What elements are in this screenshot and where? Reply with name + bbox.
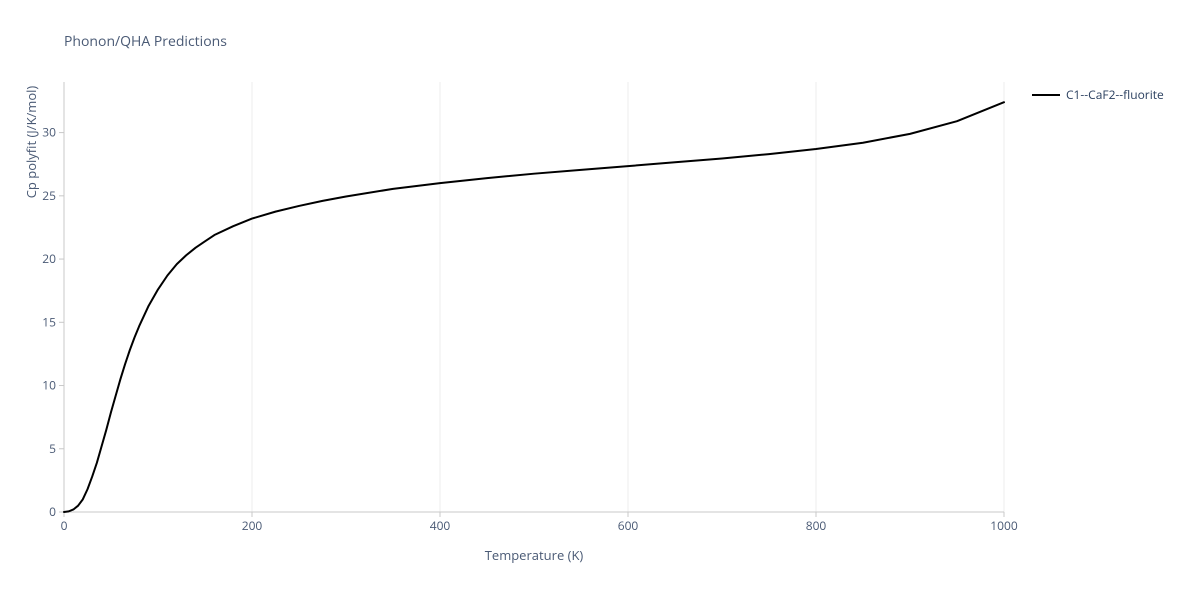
y-tick-label: 20 xyxy=(42,250,56,267)
y-tick-label: 10 xyxy=(42,377,56,394)
x-tick-label: 1000 xyxy=(990,517,1018,534)
x-tick-label: 0 xyxy=(61,517,68,534)
y-tick-label: 25 xyxy=(42,187,56,204)
y-tick-label: 5 xyxy=(49,440,56,457)
x-tick-label: 800 xyxy=(806,517,827,534)
series-line[interactable] xyxy=(64,102,1004,512)
x-tick-label: 200 xyxy=(242,517,263,534)
y-tick-label: 0 xyxy=(49,503,56,520)
chart-plot: 0 200 400 600 800 1000 0 5 10 15 20 25 30 xyxy=(0,0,1200,600)
y-tick-label: 30 xyxy=(42,124,56,141)
y-tick-label: 15 xyxy=(42,313,56,330)
x-tick-label: 600 xyxy=(618,517,639,534)
x-tick-label: 400 xyxy=(430,517,451,534)
